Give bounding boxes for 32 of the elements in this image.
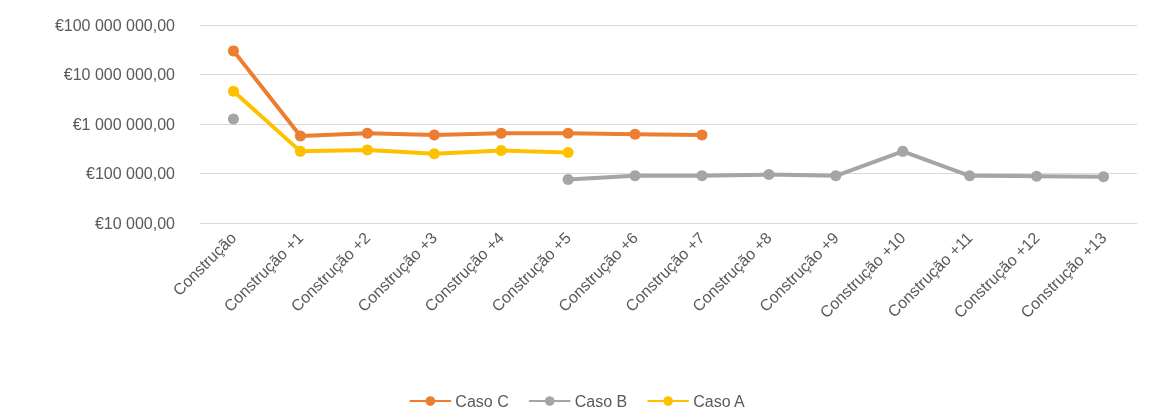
y-tick-label: €1 000 000,00 xyxy=(72,115,176,133)
point xyxy=(763,169,775,181)
point xyxy=(1098,171,1110,183)
point xyxy=(964,170,976,182)
point xyxy=(562,127,574,139)
y-tick-label: €100 000 000,00 xyxy=(54,16,176,34)
y-tick-label: €100 000,00 xyxy=(86,165,176,182)
point xyxy=(294,130,306,142)
point xyxy=(830,170,842,182)
point xyxy=(696,170,708,182)
point xyxy=(428,129,440,141)
point xyxy=(696,129,708,141)
point xyxy=(897,145,909,157)
point xyxy=(562,173,574,185)
legend-label: Caso A xyxy=(693,392,746,410)
point xyxy=(227,85,239,97)
point xyxy=(629,170,641,182)
point xyxy=(294,145,306,157)
point xyxy=(428,148,440,160)
legend-label: Caso C xyxy=(455,392,509,410)
point xyxy=(227,45,239,57)
point xyxy=(562,147,574,159)
y-tick-label: €10 000,00 xyxy=(94,214,176,232)
point xyxy=(227,113,239,125)
point xyxy=(495,127,507,139)
point xyxy=(1031,170,1043,182)
point xyxy=(361,144,373,156)
point xyxy=(495,145,507,157)
legend-label: Caso B xyxy=(574,392,628,410)
y-tick-label: €10 000 000,00 xyxy=(63,66,176,83)
point xyxy=(361,127,373,139)
point xyxy=(629,128,641,140)
